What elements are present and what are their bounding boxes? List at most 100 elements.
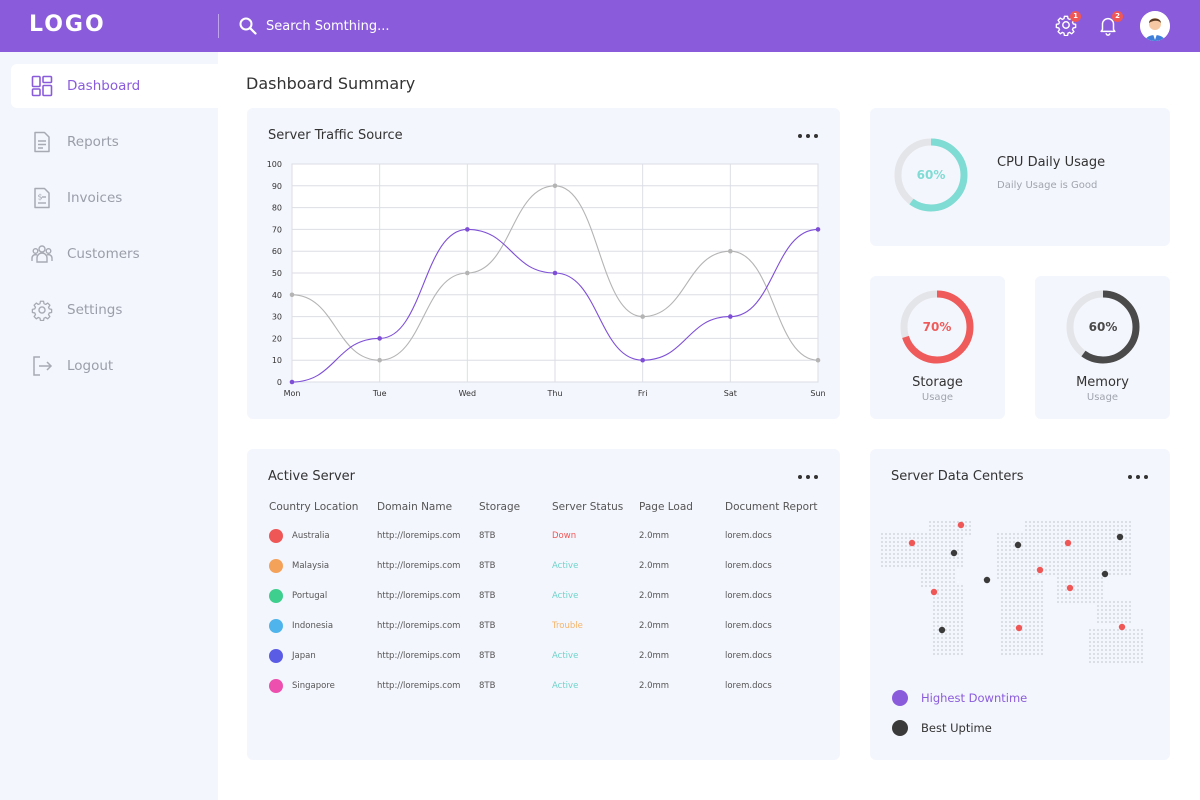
data-point[interactable]	[377, 336, 382, 341]
data-point[interactable]	[728, 314, 733, 319]
map-dot	[897, 541, 899, 543]
data-point[interactable]	[815, 357, 821, 363]
search-input[interactable]	[266, 14, 666, 38]
domain-cell[interactable]: http://loremips.com	[377, 531, 461, 541]
map-dot	[953, 569, 955, 571]
active-server-more-button[interactable]	[798, 473, 820, 481]
data-center-marker[interactable]	[930, 588, 938, 596]
data-point[interactable]	[377, 357, 382, 363]
column-header[interactable]: Server Status	[552, 501, 624, 513]
document-cell[interactable]: lorem.docs	[725, 681, 772, 691]
data-point[interactable]	[465, 227, 470, 232]
data-center-marker[interactable]	[1116, 533, 1124, 541]
map-dot	[1081, 557, 1083, 559]
data-point[interactable]	[552, 183, 558, 189]
document-cell[interactable]: lorem.docs	[725, 561, 772, 571]
map-dot	[945, 641, 947, 643]
data-point[interactable]	[552, 270, 558, 276]
data-center-marker[interactable]	[983, 576, 991, 584]
data-center-marker[interactable]	[1014, 541, 1022, 549]
map-dot	[1125, 525, 1127, 527]
table-row[interactable]: Malaysia http://loremips.com 8TB Active 2.0m…	[247, 559, 840, 577]
column-header[interactable]: Document Report	[725, 501, 818, 513]
map-dot	[1029, 537, 1031, 539]
map-dot	[961, 649, 963, 651]
table-row[interactable]: Singapore http://loremips.com 8TB Active 2.0…	[247, 679, 840, 697]
sidebar-item-reports[interactable]: Reports	[11, 120, 218, 164]
notifications-button[interactable]: 2	[1097, 11, 1123, 38]
sidebar-item-logout[interactable]: Logout	[11, 344, 218, 388]
data-center-marker[interactable]	[1036, 566, 1044, 574]
x-tick-label: Sun	[810, 389, 825, 398]
sidebar-item-dashboard[interactable]: Dashboard	[11, 64, 218, 108]
memory-card: 60% Memory Usage	[1035, 276, 1170, 419]
logo[interactable]: LOGO	[29, 12, 106, 37]
table-row[interactable]: Portugal http://loremips.com 8TB Active 2.0m…	[247, 589, 840, 607]
map-dot	[1061, 581, 1063, 583]
data-point[interactable]	[465, 270, 470, 276]
document-cell[interactable]: lorem.docs	[725, 531, 772, 541]
data-point[interactable]	[640, 357, 645, 363]
map-dot	[1017, 577, 1019, 579]
data-center-marker[interactable]	[1064, 539, 1072, 547]
document-cell[interactable]: lorem.docs	[725, 591, 772, 601]
map-dot	[1013, 605, 1015, 607]
map-dot	[945, 557, 947, 559]
domain-cell[interactable]: http://loremips.com	[377, 561, 461, 571]
map-dot	[929, 537, 931, 539]
data-point[interactable]	[289, 292, 295, 298]
data-point[interactable]	[815, 227, 821, 232]
map-dot	[1021, 621, 1023, 623]
data-center-marker[interactable]	[950, 549, 958, 557]
avatar[interactable]	[1140, 11, 1170, 41]
map-dot	[1013, 573, 1015, 575]
data-point[interactable]	[640, 314, 645, 319]
status-cell: Active	[552, 651, 579, 661]
map-dot	[1081, 601, 1083, 603]
column-header[interactable]: Storage	[479, 501, 521, 513]
domain-cell[interactable]: http://loremips.com	[377, 681, 461, 691]
map-dot	[1065, 533, 1067, 535]
data-center-marker[interactable]	[908, 539, 916, 547]
map-dot	[1097, 597, 1099, 599]
document-cell[interactable]: lorem.docs	[725, 621, 772, 631]
data-centers-more-button[interactable]	[1128, 473, 1150, 481]
domain-cell[interactable]: http://loremips.com	[377, 621, 461, 631]
data-center-marker[interactable]	[957, 521, 965, 529]
traffic-more-button[interactable]	[798, 132, 820, 140]
column-header[interactable]: Domain Name	[377, 501, 453, 513]
data-point[interactable]	[728, 248, 733, 254]
data-center-marker[interactable]	[938, 626, 946, 634]
data-center-marker[interactable]	[1118, 623, 1126, 631]
table-row[interactable]: Japan http://loremips.com 8TB Active 2.0mm lo…	[247, 649, 840, 667]
map-dot	[937, 597, 939, 599]
data-center-marker[interactable]	[1066, 584, 1074, 592]
map-dot	[1101, 561, 1103, 563]
map-dot	[953, 521, 955, 523]
map-dot	[1009, 589, 1011, 591]
map-dot	[1037, 625, 1039, 627]
document-cell[interactable]: lorem.docs	[725, 651, 772, 661]
domain-cell[interactable]: http://loremips.com	[377, 651, 461, 661]
map-dot	[1113, 617, 1115, 619]
map-dot	[1085, 589, 1087, 591]
map-dot	[945, 553, 947, 555]
map-dot	[949, 565, 951, 567]
domain-cell[interactable]: http://loremips.com	[377, 591, 461, 601]
map-dot	[913, 533, 915, 535]
sidebar-item-invoices[interactable]: $ Invoices	[11, 176, 218, 220]
settings-button[interactable]: 1	[1055, 11, 1081, 38]
map-dot	[1009, 617, 1011, 619]
column-header[interactable]: Country Location	[269, 501, 359, 513]
table-row[interactable]: Australia http://loremips.com 8TB Down 2.0mm…	[247, 529, 840, 547]
map-dot	[901, 553, 903, 555]
data-center-marker[interactable]	[1015, 624, 1023, 632]
sidebar-item-settings[interactable]: Settings	[11, 288, 218, 332]
map-dot	[889, 557, 891, 559]
search-icon[interactable]	[238, 16, 258, 36]
data-center-marker[interactable]	[1101, 570, 1109, 578]
sidebar-item-customers[interactable]: Customers	[11, 232, 218, 276]
table-row[interactable]: Indonesia http://loremips.com 8TB Trouble 2.…	[247, 619, 840, 637]
data-point[interactable]	[289, 379, 295, 385]
column-header[interactable]: Page Load	[639, 501, 693, 513]
